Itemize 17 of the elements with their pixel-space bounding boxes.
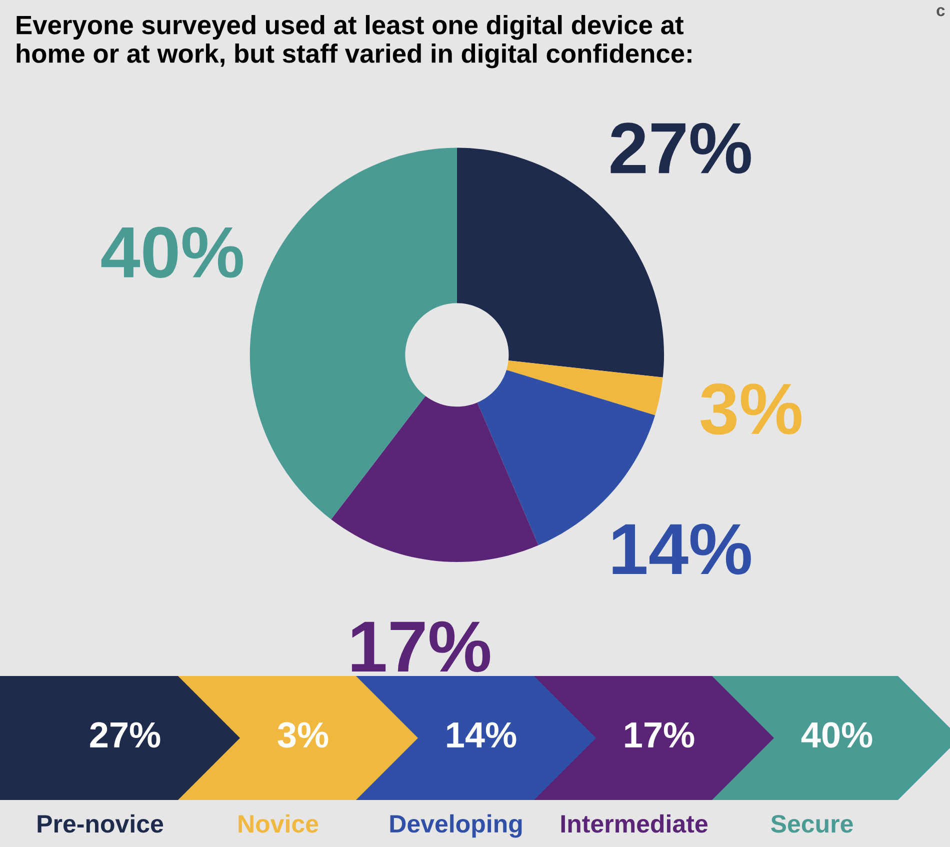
text: c [936,7,945,16]
category-label: Pre-novice [38,814,164,833]
data-label: 3% [700,383,802,435]
data-label: 3% [278,722,328,748]
data-label: 17% [625,722,694,748]
data-label: 27% [90,722,160,748]
category-label: Intermediate [561,814,708,833]
data-label: 40% [101,226,243,278]
data-label: 17% [352,621,490,672]
category-label: Developing [390,814,522,838]
category-label: Secure [771,815,853,833]
data-label: 27% [610,122,751,174]
category-label: Novice [238,814,318,833]
data-label: 40% [801,722,872,748]
data-label: 14% [447,722,516,748]
data-label: 14% [612,524,751,575]
chart-title: Everyone surveyed used at least one digital device at home or at work, but staff varied in digital confidence: [16,15,692,68]
